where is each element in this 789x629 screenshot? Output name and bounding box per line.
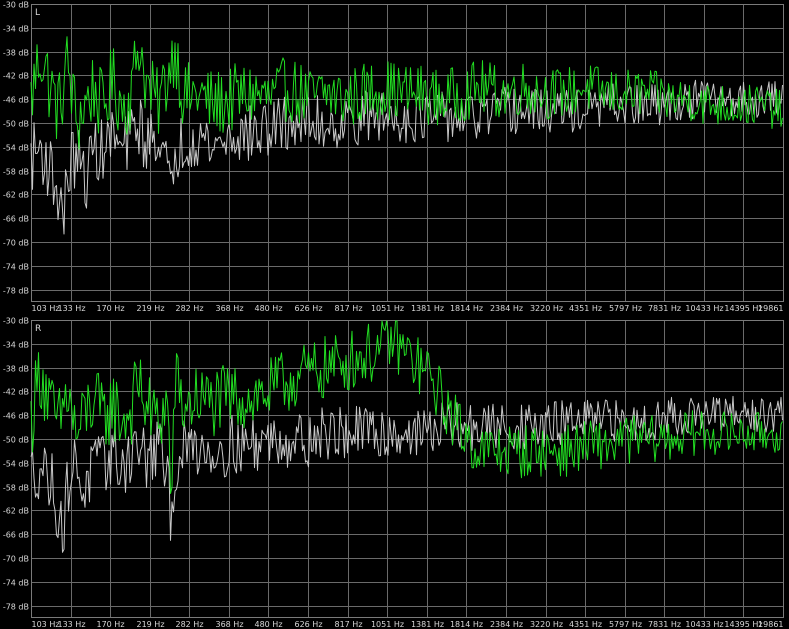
x-tick-label: 5797 Hz [609, 620, 642, 629]
y-tick-label: -58 dB [3, 484, 29, 493]
y-tick-label: -54 dB [3, 144, 29, 153]
x-tick-label: 4351 Hz [569, 304, 602, 313]
y-tick-label: -42 dB [3, 72, 29, 81]
y-tick-label: -34 dB [3, 25, 29, 34]
x-tick-label: 7831 Hz [648, 620, 681, 629]
y-tick-label: -78 dB [3, 603, 29, 612]
channel-label: L [35, 8, 40, 18]
y-tick-label: -30 dB [3, 1, 29, 10]
y-tick-label: -58 dB [3, 168, 29, 177]
spectrum-trace-grey [30, 395, 783, 553]
spectrum-trace-grey [30, 79, 783, 235]
x-tick-label: 3220 Hz [530, 620, 563, 629]
x-tick-label: 103 Hz [32, 304, 60, 313]
x-tick-label: 1381 Hz [411, 620, 444, 629]
x-tick-label: 1051 Hz [371, 304, 404, 313]
x-tick-label: 3220 Hz [530, 304, 563, 313]
x-tick-label: 19861 [758, 620, 783, 629]
x-tick-label: 10433 Hz [685, 620, 723, 629]
x-tick-label: 10433 Hz [685, 304, 723, 313]
y-tick-label: -38 dB [3, 365, 29, 374]
x-tick-label: 7831 Hz [648, 304, 681, 313]
y-tick-label: -66 dB [3, 531, 29, 540]
y-tick-label: -42 dB [3, 388, 29, 397]
y-tick-label: -74 dB [3, 263, 29, 272]
x-tick-label: 219 Hz [136, 304, 164, 313]
x-tick-label: 626 Hz [294, 620, 322, 629]
spectrum-trace-green [30, 36, 783, 150]
y-tick-label: -50 dB [3, 436, 29, 445]
x-tick-label: 4351 Hz [569, 620, 602, 629]
y-tick-label: -70 dB [3, 555, 29, 564]
x-tick-label: 5797 Hz [609, 304, 642, 313]
x-tick-label: 219 Hz [136, 620, 164, 629]
y-tick-label: -66 dB [3, 215, 29, 224]
y-tick-label: -54 dB [3, 460, 29, 469]
y-tick-label: -46 dB [3, 412, 29, 421]
y-tick-label: -74 dB [3, 579, 29, 588]
x-tick-label: 133 Hz [57, 304, 85, 313]
x-tick-label: 2384 Hz [490, 620, 523, 629]
y-tick-label: -30 dB [3, 317, 29, 326]
x-tick-label: 480 Hz [254, 304, 282, 313]
x-tick-label: 1814 Hz [450, 304, 483, 313]
spectrum-trace-green [30, 320, 783, 494]
x-tick-label: 368 Hz [215, 304, 243, 313]
x-tick-label: 1814 Hz [450, 620, 483, 629]
x-tick-label: 133 Hz [57, 620, 85, 629]
x-tick-label: 626 Hz [294, 304, 322, 313]
y-tick-label: -38 dB [3, 49, 29, 58]
y-tick-label: -50 dB [3, 120, 29, 129]
y-tick-label: -62 dB [3, 507, 29, 516]
x-tick-label: 817 Hz [334, 620, 362, 629]
y-tick-label: -46 dB [3, 96, 29, 105]
channel-label: R [35, 324, 41, 334]
x-tick-label: 368 Hz [215, 620, 243, 629]
x-tick-label: 282 Hz [175, 304, 203, 313]
x-tick-label: 1381 Hz [411, 304, 444, 313]
x-tick-label: 480 Hz [254, 620, 282, 629]
y-tick-label: -78 dB [3, 287, 29, 296]
x-tick-label: 19861 [758, 304, 783, 313]
x-tick-label: 1051 Hz [371, 620, 404, 629]
x-tick-label: 14395 Hz [724, 620, 762, 629]
y-tick-label: -62 dB [3, 191, 29, 200]
x-tick-label: 14395 Hz [724, 304, 762, 313]
x-tick-label: 170 Hz [96, 620, 124, 629]
plot-frame [31, 320, 784, 618]
y-tick-label: -70 dB [3, 239, 29, 248]
x-tick-label: 282 Hz [175, 620, 203, 629]
y-tick-label: -34 dB [3, 341, 29, 350]
x-tick-label: 103 Hz [32, 620, 60, 629]
x-tick-label: 170 Hz [96, 304, 124, 313]
x-tick-label: 2384 Hz [490, 304, 523, 313]
x-tick-label: 817 Hz [334, 304, 362, 313]
